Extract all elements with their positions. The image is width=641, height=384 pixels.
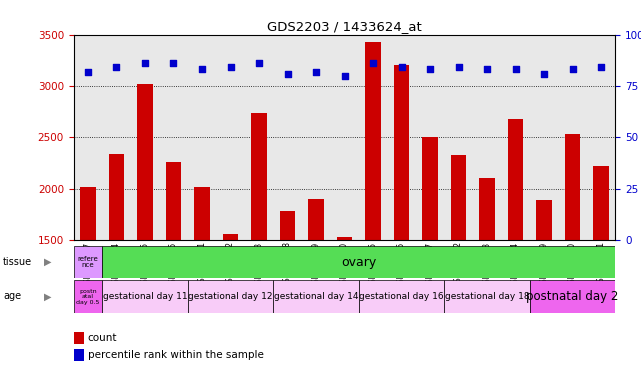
Point — [283, 71, 293, 77]
Text: postn
atal
day 0.5: postn atal day 0.5 — [76, 289, 99, 305]
Text: percentile rank within the sample: percentile rank within the sample — [88, 350, 263, 360]
Point — [112, 65, 122, 71]
Bar — [80, 187, 96, 240]
Bar — [394, 65, 410, 240]
Point — [396, 65, 406, 71]
Bar — [108, 154, 124, 240]
Bar — [508, 119, 524, 240]
Text: age: age — [3, 291, 21, 301]
Point — [482, 66, 492, 73]
Bar — [337, 237, 353, 240]
Text: gestational day 18: gestational day 18 — [445, 292, 529, 301]
Bar — [451, 155, 467, 240]
Bar — [273, 280, 359, 313]
Bar — [308, 199, 324, 240]
Point — [169, 60, 179, 66]
Bar — [74, 280, 102, 313]
Bar — [188, 280, 273, 313]
Bar — [102, 280, 188, 313]
Bar — [530, 280, 615, 313]
Bar — [359, 280, 444, 313]
Point — [453, 65, 463, 71]
Point — [539, 71, 549, 77]
Text: gestational day 16: gestational day 16 — [359, 292, 444, 301]
Point — [340, 73, 350, 79]
Text: ▶: ▶ — [44, 257, 51, 267]
Point — [254, 60, 264, 66]
Text: gestational day 14: gestational day 14 — [274, 292, 358, 301]
Bar — [165, 162, 181, 240]
Text: count: count — [88, 333, 117, 343]
Point — [425, 66, 435, 73]
Bar — [594, 166, 609, 240]
Bar — [422, 137, 438, 240]
Bar — [251, 113, 267, 240]
Title: GDS2203 / 1433624_at: GDS2203 / 1433624_at — [267, 20, 422, 33]
Bar — [137, 84, 153, 240]
Bar — [365, 42, 381, 240]
Point — [368, 60, 378, 66]
Point — [226, 65, 236, 71]
Text: ovary: ovary — [341, 256, 376, 268]
Point — [596, 65, 606, 71]
Point — [567, 66, 578, 73]
Text: refere
nce: refere nce — [78, 256, 98, 268]
Text: ▶: ▶ — [44, 291, 51, 301]
Bar — [279, 211, 296, 240]
Text: postnatal day 2: postnatal day 2 — [526, 290, 619, 303]
Point — [197, 66, 207, 73]
Bar — [444, 280, 530, 313]
Text: gestational day 11: gestational day 11 — [103, 292, 187, 301]
Point — [510, 66, 520, 73]
Point — [140, 60, 150, 66]
Bar — [565, 134, 581, 240]
Bar — [194, 187, 210, 240]
Point — [83, 68, 93, 74]
Point — [311, 68, 321, 74]
Bar — [537, 200, 552, 240]
Text: gestational day 12: gestational day 12 — [188, 292, 273, 301]
Bar — [74, 246, 102, 278]
Text: tissue: tissue — [3, 257, 32, 267]
Bar — [479, 179, 495, 240]
Bar — [222, 234, 238, 240]
